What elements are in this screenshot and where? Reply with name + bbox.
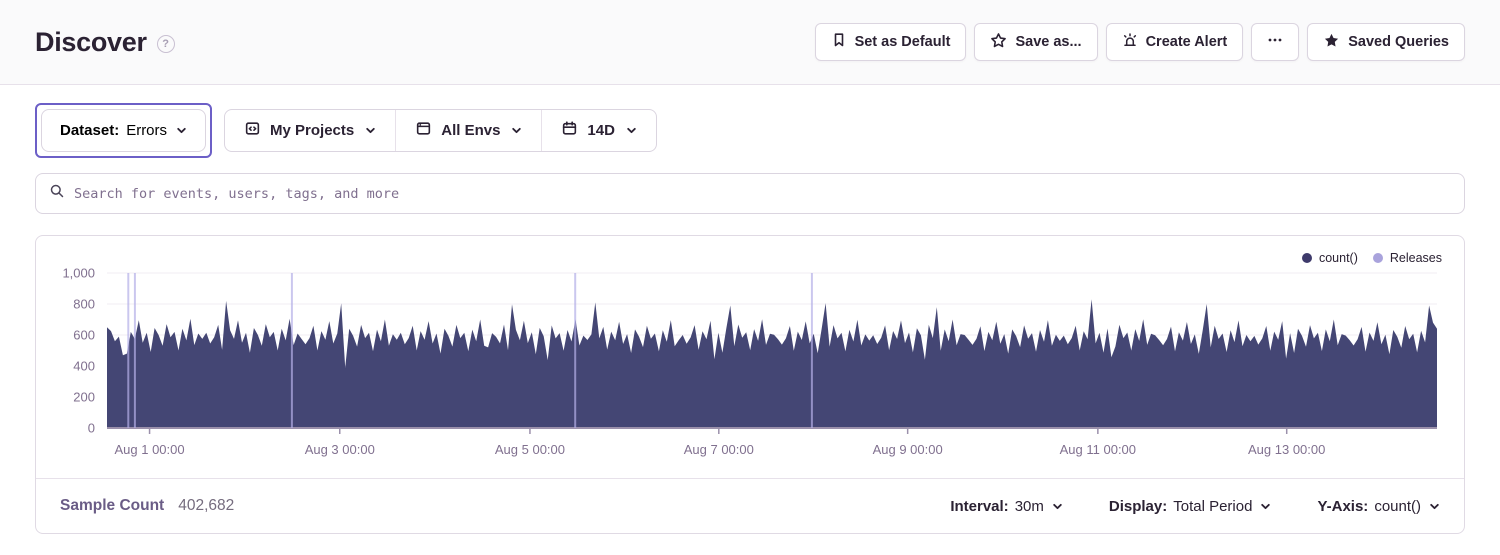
create-alert-label: Create Alert <box>1145 34 1228 50</box>
count-series-label: count() <box>1318 251 1358 265</box>
chart-panel-footer: Sample Count 402,682 Interval: 30m Displ… <box>36 478 1464 533</box>
saved-queries-button[interactable]: Saved Queries <box>1307 23 1465 61</box>
display-label: Display: <box>1108 497 1168 515</box>
yaxis-dropdown[interactable]: Y-Axis: count() <box>1317 498 1440 515</box>
ellipsis-icon <box>1266 32 1284 52</box>
create-alert-button[interactable]: Create Alert <box>1105 23 1244 61</box>
projects-label: My Projects <box>270 122 355 139</box>
events-area-chart: 0 200 400 600 800 1,000 Aug 1 00:00 Aug 3 00:00… <box>62 266 1437 457</box>
count-series-dot <box>1301 253 1312 263</box>
sample-count-value: 402,682 <box>178 497 235 514</box>
legend-item-count[interactable]: count() <box>1301 251 1358 265</box>
display-value: Total Period <box>1173 497 1253 515</box>
star-outline-icon <box>990 32 1007 53</box>
search-row <box>35 173 1465 214</box>
svg-text:200: 200 <box>73 390 95 405</box>
save-as-label: Save as... <box>1015 34 1082 50</box>
page-filter-bar: My Projects All Envs 14D <box>224 109 657 152</box>
environments-dropdown[interactable]: All Envs <box>395 110 541 151</box>
svg-text:400: 400 <box>73 359 95 374</box>
svg-text:Aug 7 00:00: Aug 7 00:00 <box>684 442 754 457</box>
save-as-button[interactable]: Save as... <box>974 23 1098 61</box>
search-icon <box>49 183 65 204</box>
events-chart-panel: count() Releases 0 200 400 600 800 1,000 Aug 1… <box>35 235 1465 534</box>
chevron-down-icon <box>1429 501 1440 512</box>
sample-count: Sample Count 402,682 <box>60 497 234 515</box>
interval-dropdown[interactable]: Interval: 30m <box>950 498 1063 515</box>
chevron-down-icon <box>511 125 522 136</box>
chevron-down-icon <box>176 125 187 136</box>
search-box[interactable] <box>35 173 1465 214</box>
svg-text:0: 0 <box>88 421 95 436</box>
yaxis-value: count() <box>1374 497 1421 515</box>
projects-dropdown[interactable]: My Projects <box>225 110 395 151</box>
help-icon[interactable]: ? <box>156 35 175 53</box>
yaxis-label: Y-Axis: <box>1317 497 1369 515</box>
legend-item-releases[interactable]: Releases <box>1372 251 1442 265</box>
svg-text:Aug 3 00:00: Aug 3 00:00 <box>305 442 375 457</box>
project-icon <box>244 120 261 141</box>
filter-toolbar: Dataset: Errors My Projects All Envs <box>35 103 1465 158</box>
dataset-tour-highlight: Dataset: Errors <box>35 103 213 158</box>
chart-controls: Interval: 30m Display: Total Period Y-Ax… <box>950 498 1440 515</box>
saved-queries-label: Saved Queries <box>1348 34 1449 50</box>
chart-legend: count() Releases <box>36 236 1464 267</box>
svg-text:Aug 11 00:00: Aug 11 00:00 <box>1060 442 1136 457</box>
svg-text:Aug 1 00:00: Aug 1 00:00 <box>114 442 184 457</box>
date-range-dropdown[interactable]: 14D <box>541 110 656 151</box>
date-range-label: 14D <box>587 122 615 139</box>
more-options-button[interactable] <box>1251 23 1300 61</box>
siren-icon <box>1122 32 1138 52</box>
page-header: Discover ? Set as Default Save as... Cre… <box>0 0 1500 85</box>
svg-text:1,000: 1,000 <box>62 267 95 281</box>
dataset-dropdown[interactable]: Dataset: Errors <box>41 109 207 152</box>
bookmark-icon <box>831 32 847 52</box>
search-input[interactable] <box>74 185 1451 202</box>
title-wrap: Discover ? <box>35 27 175 58</box>
dataset-value: Errors <box>126 122 168 139</box>
calendar-icon <box>561 120 578 141</box>
svg-text:Aug 13 00:00: Aug 13 00:00 <box>1248 442 1325 457</box>
svg-text:Aug 9 00:00: Aug 9 00:00 <box>873 442 943 457</box>
interval-label: Interval: <box>950 497 1009 515</box>
dataset-label: Dataset: <box>60 122 120 139</box>
environments-label: All Envs <box>441 122 501 139</box>
releases-series-label: Releases <box>1389 251 1442 265</box>
set-as-default-button[interactable]: Set as Default <box>814 23 967 61</box>
window-icon <box>415 120 432 141</box>
chevron-down-icon <box>365 125 376 136</box>
header-actions: Set as Default Save as... Create Alert S… <box>814 23 1465 61</box>
chevron-down-icon <box>1052 501 1063 512</box>
page-title: Discover <box>35 26 147 57</box>
star-filled-icon <box>1323 32 1340 53</box>
svg-text:Aug 5 00:00: Aug 5 00:00 <box>495 442 565 457</box>
display-dropdown[interactable]: Display: Total Period <box>1109 498 1272 515</box>
set-as-default-label: Set as Default <box>854 34 951 50</box>
chart-area[interactable]: 0 200 400 600 800 1,000 Aug 1 00:00 Aug 3 00:00… <box>36 266 1464 478</box>
releases-series-dot <box>1372 253 1383 263</box>
svg-text:600: 600 <box>73 328 95 343</box>
interval-value: 30m <box>1014 497 1044 515</box>
chevron-down-icon <box>1260 501 1271 512</box>
sample-count-label: Sample Count <box>60 497 165 514</box>
chevron-down-icon <box>626 125 637 136</box>
svg-text:800: 800 <box>73 297 95 312</box>
